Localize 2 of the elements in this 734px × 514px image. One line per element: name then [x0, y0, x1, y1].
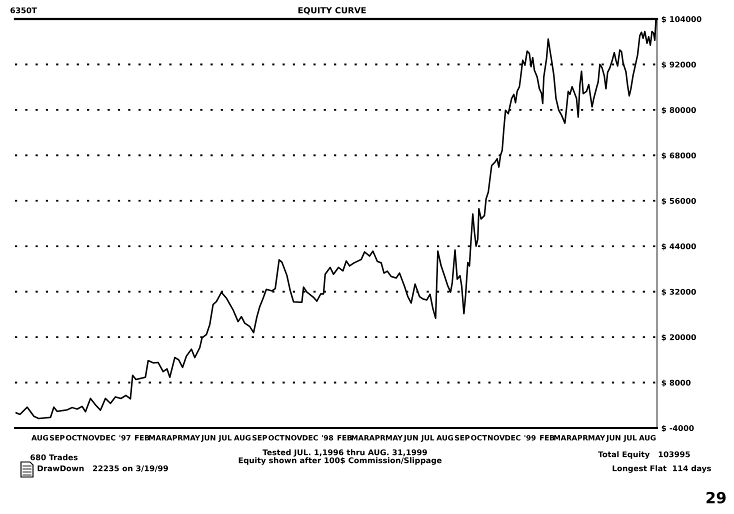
chart-title: EQUITY CURVE	[298, 7, 366, 15]
text: 29	[706, 492, 726, 504]
